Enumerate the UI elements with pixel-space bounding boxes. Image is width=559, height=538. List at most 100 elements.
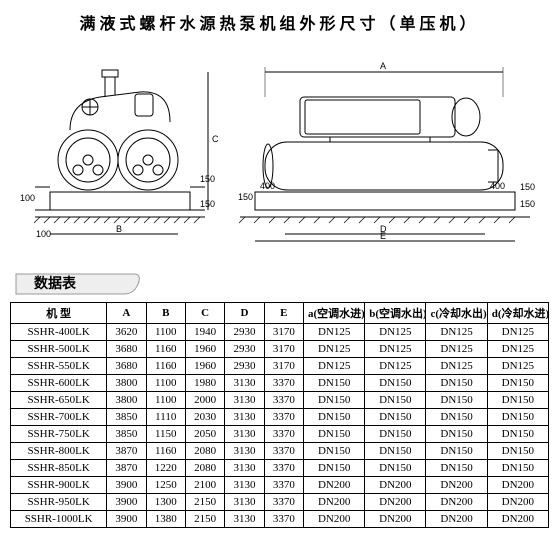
cell-A: 3850 xyxy=(107,426,146,443)
cell-a: DN150 xyxy=(304,375,365,392)
cell-d: DN200 xyxy=(487,494,548,511)
cell-m: SSHR-500LK xyxy=(11,341,107,358)
cell-b: DN150 xyxy=(365,375,426,392)
cell-b: DN150 xyxy=(365,460,426,477)
cell-d: DN150 xyxy=(487,426,548,443)
cell-E: 3370 xyxy=(264,443,303,460)
svg-text:C: C xyxy=(212,134,219,144)
cell-d: DN150 xyxy=(487,392,548,409)
cell-m: SSHR-400LK xyxy=(11,324,107,341)
table-row: SSHR-600LK38001100198031303370DN150DN150… xyxy=(11,375,549,392)
cell-b: DN150 xyxy=(365,409,426,426)
cell-B: 1300 xyxy=(146,494,185,511)
cell-c: DN200 xyxy=(426,511,487,528)
cell-D: 2930 xyxy=(225,324,264,341)
cell-B: 1220 xyxy=(146,460,185,477)
cell-B: 1150 xyxy=(146,426,185,443)
cell-c: DN150 xyxy=(426,375,487,392)
svg-text:100: 100 xyxy=(36,229,51,239)
cell-C: 2100 xyxy=(185,477,224,494)
table-row: SSHR-700LK38501110203031303370DN150DN150… xyxy=(11,409,549,426)
cell-D: 3130 xyxy=(225,494,264,511)
cell-a: DN150 xyxy=(304,392,365,409)
cell-B: 1380 xyxy=(146,511,185,528)
cell-E: 3370 xyxy=(264,426,303,443)
cell-D: 3130 xyxy=(225,477,264,494)
cell-c: DN125 xyxy=(426,341,487,358)
cell-m: SSHR-950LK xyxy=(11,494,107,511)
cell-D: 3130 xyxy=(225,426,264,443)
cell-b: DN150 xyxy=(365,426,426,443)
col-b: b(空调水出) xyxy=(365,303,426,324)
cell-m: SSHR-800LK xyxy=(11,443,107,460)
col-model: 机 型 xyxy=(11,303,107,324)
col-D: D xyxy=(225,303,264,324)
cell-c: DN125 xyxy=(426,358,487,375)
cell-B: 1100 xyxy=(146,324,185,341)
cell-C: 1960 xyxy=(185,358,224,375)
cell-a: DN150 xyxy=(304,409,365,426)
cell-d: DN125 xyxy=(487,341,548,358)
col-C: C xyxy=(185,303,224,324)
cell-E: 3370 xyxy=(264,494,303,511)
cell-a: DN125 xyxy=(304,341,365,358)
cell-b: DN150 xyxy=(365,443,426,460)
cell-C: 2080 xyxy=(185,443,224,460)
cell-m: SSHR-900LK xyxy=(11,477,107,494)
svg-text:400: 400 xyxy=(260,181,275,191)
cell-B: 1100 xyxy=(146,392,185,409)
cell-B: 1250 xyxy=(146,477,185,494)
data-table: 机 型 A B C D E a(空调水进) b(空调水出) c(冷却水出) d(… xyxy=(10,302,549,528)
cell-m: SSHR-650LK xyxy=(11,392,107,409)
table-row: SSHR-950LK39001300215031303370DN200DN200… xyxy=(11,494,549,511)
table-row: SSHR-900LK39001250210031303370DN200DN200… xyxy=(11,477,549,494)
cell-D: 3130 xyxy=(225,375,264,392)
table-title: 数据表 xyxy=(14,272,549,296)
cell-A: 3900 xyxy=(107,494,146,511)
cell-c: DN125 xyxy=(426,324,487,341)
table-row: SSHR-550LK36801160196029303170DN125DN125… xyxy=(11,358,549,375)
cell-b: DN125 xyxy=(365,358,426,375)
table-row: SSHR-850LK38701220208031303370DN150DN150… xyxy=(11,460,549,477)
cell-a: DN200 xyxy=(304,477,365,494)
cell-m: SSHR-750LK xyxy=(11,426,107,443)
table-row: SSHR-1000LK39001380215031303370DN200DN20… xyxy=(11,511,549,528)
cell-b: DN125 xyxy=(365,341,426,358)
cell-b: DN200 xyxy=(365,494,426,511)
cell-A: 3900 xyxy=(107,477,146,494)
cell-d: DN150 xyxy=(487,443,548,460)
cell-C: 2050 xyxy=(185,426,224,443)
cell-b: DN200 xyxy=(365,511,426,528)
cell-a: DN125 xyxy=(304,358,365,375)
cell-A: 3680 xyxy=(107,358,146,375)
cell-m: SSHR-550LK xyxy=(11,358,107,375)
cell-B: 1110 xyxy=(146,409,185,426)
cell-C: 2030 xyxy=(185,409,224,426)
diagram-right: A 150 400 400 150 150 D E xyxy=(230,42,540,242)
cell-B: 1160 xyxy=(146,341,185,358)
table-row: SSHR-650LK38001100200031303370DN150DN150… xyxy=(11,392,549,409)
cell-C: 2150 xyxy=(185,511,224,528)
col-B: B xyxy=(146,303,185,324)
cell-A: 3870 xyxy=(107,460,146,477)
cell-A: 3850 xyxy=(107,409,146,426)
cell-a: DN150 xyxy=(304,460,365,477)
cell-B: 1160 xyxy=(146,358,185,375)
svg-text:B: B xyxy=(116,224,122,234)
cell-D: 3130 xyxy=(225,460,264,477)
cell-E: 3370 xyxy=(264,375,303,392)
diagram-left: 100 150 150 100 B C xyxy=(20,42,220,242)
cell-C: 2000 xyxy=(185,392,224,409)
cell-E: 3370 xyxy=(264,477,303,494)
cell-A: 3800 xyxy=(107,375,146,392)
cell-B: 1100 xyxy=(146,375,185,392)
cell-C: 1960 xyxy=(185,341,224,358)
col-c: c(冷却水出) xyxy=(426,303,487,324)
table-row: SSHR-400LK36201100194029303170DN125DN125… xyxy=(11,324,549,341)
cell-a: DN200 xyxy=(304,511,365,528)
cell-d: DN200 xyxy=(487,477,548,494)
cell-A: 3800 xyxy=(107,392,146,409)
cell-d: DN125 xyxy=(487,358,548,375)
cell-A: 3680 xyxy=(107,341,146,358)
cell-d: DN150 xyxy=(487,409,548,426)
